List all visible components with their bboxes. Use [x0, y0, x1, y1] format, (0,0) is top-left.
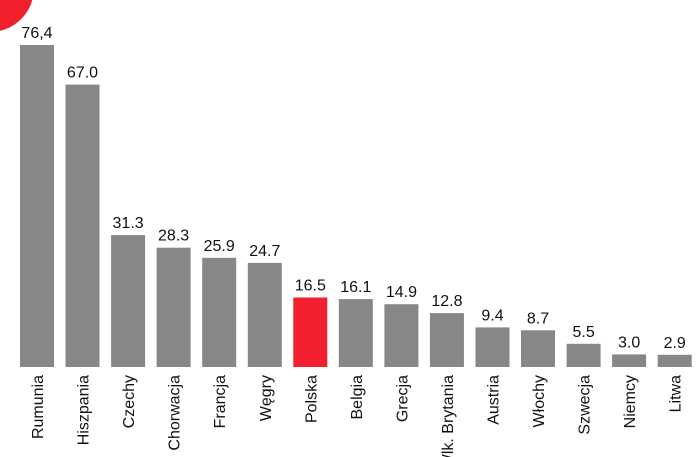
category-label-włochy: Włochy: [531, 375, 548, 427]
value-label-francja: 25.9: [204, 238, 235, 255]
bar-węgry: [247, 262, 282, 367]
corner-decoration: [0, 0, 33, 31]
category-label-litwa: Litwa: [668, 375, 685, 412]
category-label-francja: Francja: [212, 375, 229, 428]
value-label-niemcy: 3.0: [618, 334, 640, 351]
bar-grecja: [384, 304, 419, 367]
value-label-austria: 9.4: [481, 307, 503, 324]
value-label-rumunia: 76,4: [21, 25, 52, 42]
bar-czechy: [111, 235, 146, 367]
bar-hiszpania: [65, 84, 100, 367]
value-label-polska: 16.5: [295, 278, 326, 295]
value-label-czechy: 31.3: [113, 215, 144, 232]
value-label-szwecja: 5.5: [572, 324, 594, 341]
category-label-chorwacja: Chorwacja: [167, 375, 184, 451]
bar-francja: [202, 257, 237, 367]
bar-niemcy: [612, 354, 647, 367]
value-label-grecja: 14.9: [386, 284, 417, 301]
bar-belgia: [338, 299, 373, 367]
category-label-czechy: Czechy: [121, 375, 138, 428]
category-label-szwecja: Szwecja: [577, 375, 594, 435]
value-label-wlk-brytania: 12.8: [431, 293, 462, 310]
bar-litwa: [657, 354, 692, 367]
category-label-hiszpania: Hiszpania: [76, 375, 93, 445]
value-label-włochy: 8.7: [527, 310, 549, 327]
value-label-chorwacja: 28.3: [158, 228, 189, 245]
category-label-niemcy: Niemcy: [622, 375, 639, 428]
bar-włochy: [521, 330, 555, 367]
category-label-belgia: Belgia: [349, 375, 366, 420]
category-label-polska: Polska: [303, 375, 320, 423]
value-label-litwa: 2.9: [664, 335, 686, 352]
category-label-austria: Austria: [486, 375, 503, 425]
value-label-węgry: 24.7: [249, 243, 280, 260]
bar-rumunia: [20, 45, 54, 367]
bar-szwecja: [566, 343, 601, 367]
category-label-rumunia: Rumunia: [30, 375, 47, 439]
bar-chorwacja: [156, 247, 191, 367]
category-label-węgry: Węgry: [258, 375, 275, 421]
bar-wlk-brytania: [429, 313, 464, 367]
category-label-grecja: Grecja: [394, 375, 411, 422]
bar-austria: [475, 327, 510, 367]
value-label-hiszpania: 67.0: [67, 65, 98, 82]
value-label-belgia: 16.1: [340, 279, 371, 296]
bar-polska: [293, 297, 328, 367]
category-label-wlk-brytania: Wlk. Brytania: [440, 375, 457, 457]
